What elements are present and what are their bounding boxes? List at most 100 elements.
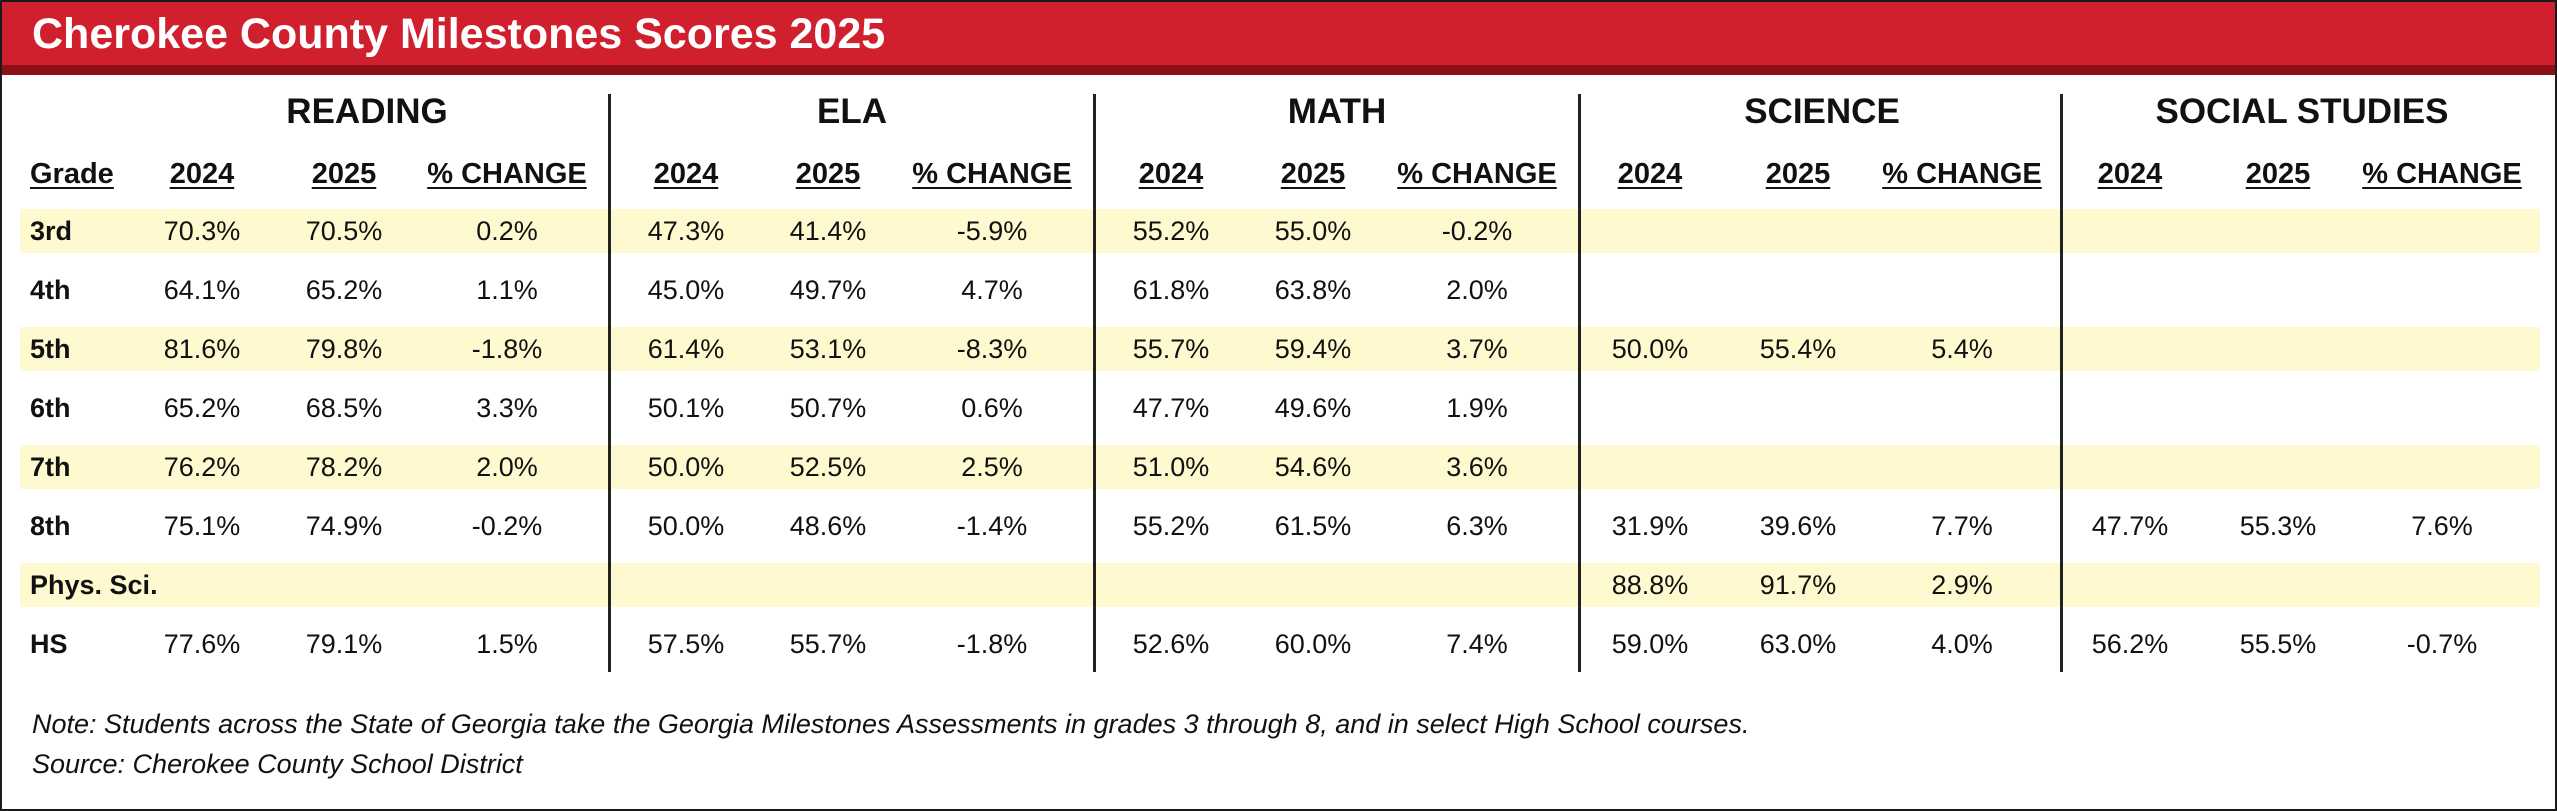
cell-reading-2024: 76.2% xyxy=(163,452,241,482)
grade-label: 7th xyxy=(30,452,71,482)
column-divider xyxy=(608,94,611,672)
cell-math-change: 1.9% xyxy=(1446,393,1508,423)
cell-reading-2025: 65.2% xyxy=(305,275,383,305)
cell-reading-2024: 65.2% xyxy=(163,393,241,423)
cell-science-2024: 59.0% xyxy=(1611,629,1689,659)
cell-math-change: 7.4% xyxy=(1446,629,1508,659)
column-header-2024: 2024 xyxy=(2097,158,2163,190)
cell-ela-2025: 49.7% xyxy=(789,275,867,305)
cell-social-2024 xyxy=(2070,209,2190,253)
grade-label: 3rd xyxy=(30,216,73,246)
cell-math-2024: 55.7% xyxy=(1132,334,1210,364)
grade-label: Phys. Sci. xyxy=(30,570,158,600)
column-divider xyxy=(1093,94,1096,672)
cell-math-change: 6.3% xyxy=(1446,511,1508,541)
cell-science-change: 7.7% xyxy=(1931,511,1993,541)
cell-science-change: 2.9% xyxy=(1931,570,1993,600)
cell-ela-change xyxy=(907,563,1077,607)
cell-ela-change: -1.4% xyxy=(956,511,1028,541)
subject-heading-reading: READING xyxy=(286,92,448,131)
cell-ela-change: 4.7% xyxy=(961,275,1023,305)
cell-science-change: 4.0% xyxy=(1931,629,1993,659)
cell-ela-change: 0.6% xyxy=(961,393,1023,423)
cell-ela-2025: 41.4% xyxy=(789,216,867,246)
column-header-2025: 2025 xyxy=(795,158,861,190)
subject-heading-science: SCIENCE xyxy=(1744,92,1900,131)
row-band xyxy=(20,445,2540,489)
cell-social-2024: 56.2% xyxy=(2091,629,2169,659)
title-banner: Cherokee County Milestones Scores 2025 xyxy=(2,2,2555,75)
cell-ela-2025: 50.7% xyxy=(789,393,867,423)
cell-science-2024 xyxy=(1590,268,1710,312)
cell-social-2024: 47.7% xyxy=(2091,511,2169,541)
column-header-2024: 2024 xyxy=(1138,158,1204,190)
cell-math-change: 3.6% xyxy=(1446,452,1508,482)
column-header-2024: 2024 xyxy=(1617,158,1683,190)
page-title: Cherokee County Milestones Scores 2025 xyxy=(32,10,886,58)
cell-math-2025: 63.8% xyxy=(1274,275,1352,305)
cell-reading-2024: 81.6% xyxy=(163,334,241,364)
cell-ela-2025: 52.5% xyxy=(789,452,867,482)
cell-reading-change: 1.5% xyxy=(476,629,538,659)
cell-math-2025: 60.0% xyxy=(1274,629,1352,659)
cell-social-2025 xyxy=(2218,563,2338,607)
cell-reading-change: 1.1% xyxy=(476,275,538,305)
row-band xyxy=(20,563,2540,607)
cell-reading-2025: 68.5% xyxy=(305,393,383,423)
cell-ela-2024: 50.1% xyxy=(647,393,725,423)
cell-science-2024: 31.9% xyxy=(1611,511,1689,541)
footnote-source: Source: Cherokee County School District xyxy=(32,749,523,779)
cell-ela-2024: 57.5% xyxy=(647,629,725,659)
cell-math-2025: 54.6% xyxy=(1274,452,1352,482)
cell-social-2025 xyxy=(2218,268,2338,312)
column-header-change: % CHANGE xyxy=(912,158,1072,190)
cell-social-2024 xyxy=(2070,327,2190,371)
cell-social-change xyxy=(2357,209,2527,253)
cell-math-2025: 61.5% xyxy=(1274,511,1352,541)
cell-social-change: 7.6% xyxy=(2411,511,2473,541)
cell-reading-change: 3.3% xyxy=(476,393,538,423)
column-divider xyxy=(1578,94,1581,672)
column-header-change: % CHANGE xyxy=(427,158,587,190)
cell-science-2024: 50.0% xyxy=(1611,334,1689,364)
footnotes: Note: Students across the State of Georg… xyxy=(32,704,1749,784)
row-band xyxy=(20,327,2540,371)
cell-ela-2024: 45.0% xyxy=(647,275,725,305)
cell-math-change: 2.0% xyxy=(1446,275,1508,305)
cell-social-change xyxy=(2357,445,2527,489)
cell-social-change xyxy=(2357,563,2527,607)
subject-heading-math: MATH xyxy=(1287,92,1387,131)
cell-ela-change: -1.8% xyxy=(956,629,1028,659)
cell-reading-change: -0.2% xyxy=(471,511,543,541)
cell-science-2025 xyxy=(1738,209,1858,253)
column-header-2025: 2025 xyxy=(1280,158,1346,190)
cell-social-change xyxy=(2357,386,2527,430)
cell-reading-2025: 74.9% xyxy=(305,511,383,541)
cell-math-2024: 51.0% xyxy=(1132,452,1210,482)
cell-social-change xyxy=(2357,327,2527,371)
cell-reading-2025: 79.8% xyxy=(305,334,383,364)
row-band xyxy=(20,209,2540,253)
column-header-change: % CHANGE xyxy=(1882,158,2042,190)
cell-reading-2024: 70.3% xyxy=(163,216,241,246)
grade-label: 8th xyxy=(30,511,71,541)
cell-reading-2024: 77.6% xyxy=(163,629,241,659)
column-header-2025: 2025 xyxy=(2245,158,2311,190)
cell-math-change: 3.7% xyxy=(1446,334,1508,364)
cell-social-2025 xyxy=(2218,386,2338,430)
cell-reading-2025 xyxy=(284,563,404,607)
cell-science-change xyxy=(1877,386,2047,430)
cell-ela-change: -5.9% xyxy=(956,216,1028,246)
cell-ela-2024: 61.4% xyxy=(647,334,725,364)
cell-reading-2025: 70.5% xyxy=(305,216,383,246)
cell-ela-2025 xyxy=(768,563,888,607)
cell-reading-2025: 79.1% xyxy=(305,629,383,659)
cell-math-2024 xyxy=(1111,563,1231,607)
cell-ela-2024 xyxy=(626,563,746,607)
column-divider xyxy=(2060,94,2063,672)
cell-math-2025: 55.0% xyxy=(1274,216,1352,246)
cell-math-2024: 55.2% xyxy=(1132,216,1210,246)
cell-math-2025: 49.6% xyxy=(1274,393,1352,423)
cell-math-2024: 55.2% xyxy=(1132,511,1210,541)
